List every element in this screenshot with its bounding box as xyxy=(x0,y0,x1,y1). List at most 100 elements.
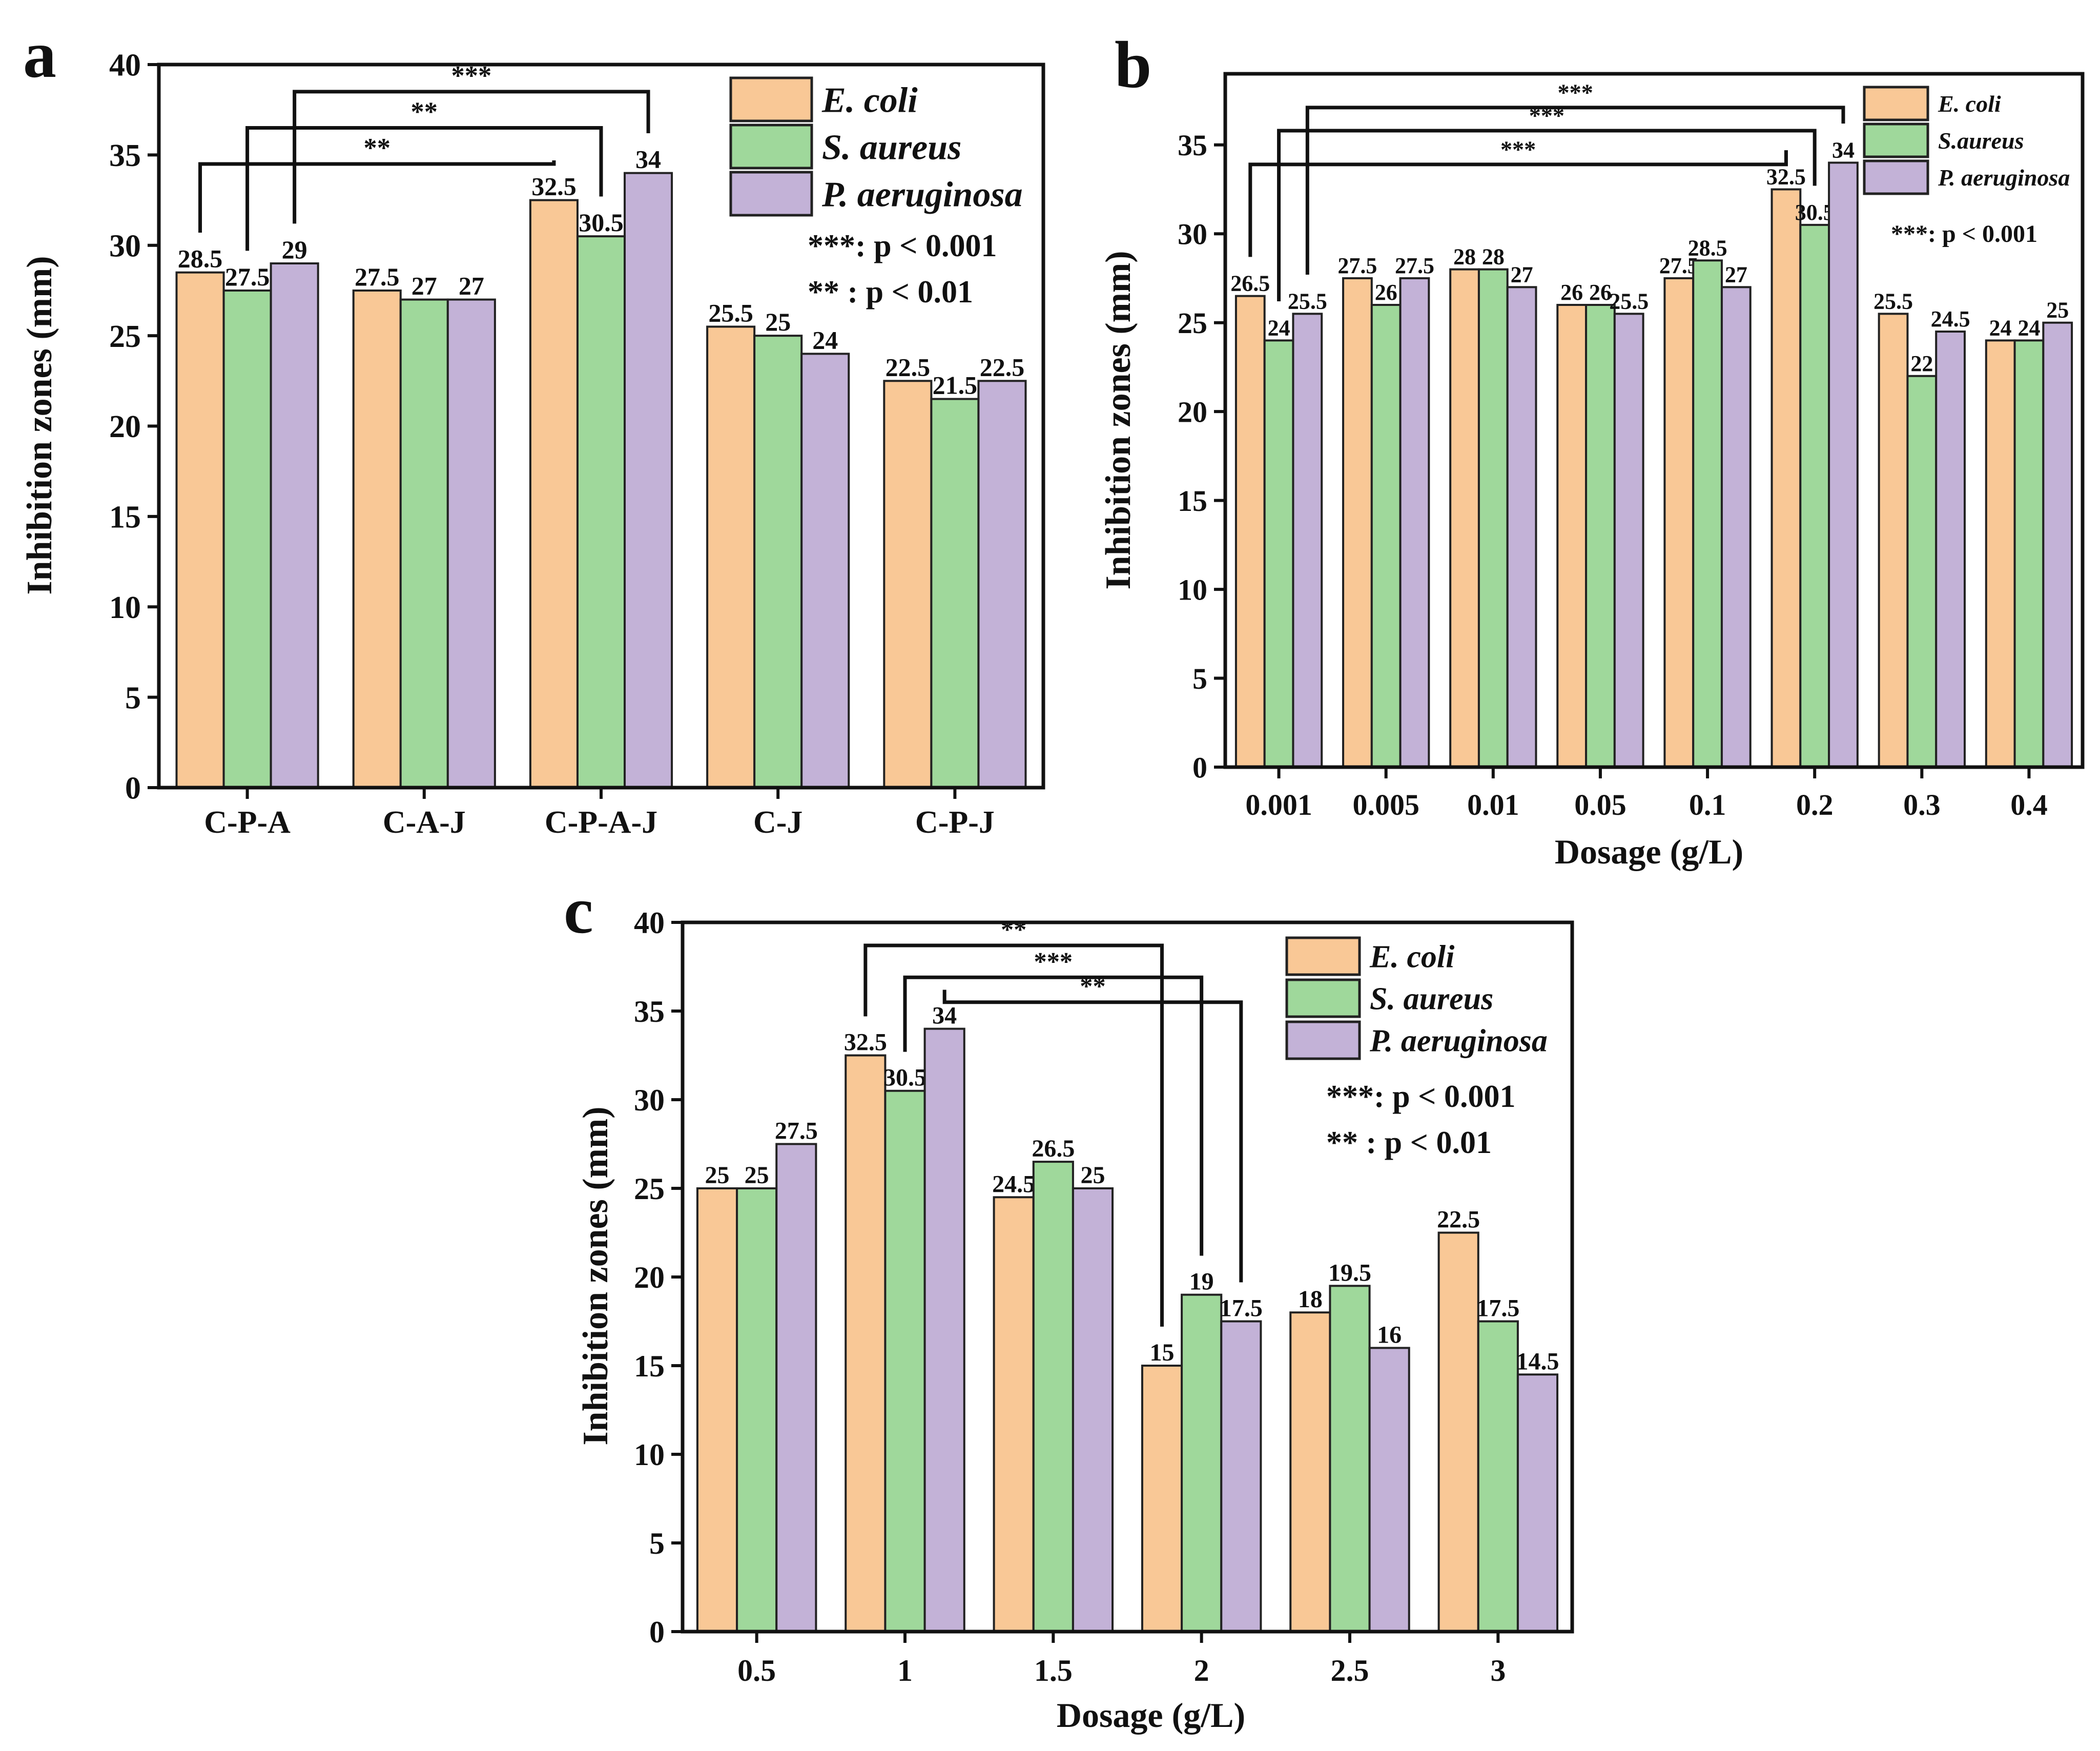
x-tick-label: 3 xyxy=(1490,1654,1506,1687)
value-label: 28 xyxy=(1482,244,1505,270)
x-tick-label: 2.5 xyxy=(1331,1654,1369,1687)
y-tick-label: 35 xyxy=(109,138,141,173)
value-label: 22.5 xyxy=(886,353,931,381)
bar-s-aureus xyxy=(1692,259,1723,768)
x-tick-label: C-P-A xyxy=(204,805,291,840)
y-tick-label: 30 xyxy=(109,229,141,263)
p-value-note: ** : p < 0.01 xyxy=(1326,1125,1492,1160)
value-label: 21.5 xyxy=(933,371,978,400)
x-tick-label: C-P-A-J xyxy=(545,805,657,840)
value-label: 27 xyxy=(1511,262,1533,287)
y-tick-label: 35 xyxy=(1178,129,1207,162)
value-label: 17.5 xyxy=(1220,1295,1263,1322)
y-tick-label: 20 xyxy=(109,409,141,444)
bar-p-aeruginosa xyxy=(270,262,319,789)
significance-label: *** xyxy=(1558,79,1593,106)
value-label: 27.5 xyxy=(355,262,400,291)
legend-label-s-aureus: S.aureus xyxy=(1938,128,2024,154)
x-tick-label: C-A-J xyxy=(383,805,466,840)
bar-p-aeruginosa xyxy=(1072,1187,1114,1633)
value-label: 27 xyxy=(1725,262,1747,287)
value-label: 26 xyxy=(1589,280,1612,305)
x-tick-label: 0.5 xyxy=(737,1654,776,1687)
bar-e-coli xyxy=(1342,277,1373,768)
significance-bracket xyxy=(1277,129,1817,302)
bar-e-coli xyxy=(883,380,933,789)
bar-e-coli xyxy=(352,289,402,789)
p-value-note: ***: p < 0.001 xyxy=(1326,1079,1515,1114)
value-label: 25 xyxy=(765,307,791,336)
y-axis-title: Inhibition zones (mm) xyxy=(576,1106,615,1445)
legend-label-p-aeruginosa: P. aeruginosa xyxy=(1369,1024,1548,1059)
value-label: 28.5 xyxy=(178,244,223,273)
value-label: 25.5 xyxy=(1609,289,1649,314)
bar-p-aeruginosa xyxy=(1292,313,1323,768)
significance-bracket xyxy=(863,943,1164,1327)
bar-e-coli xyxy=(993,1196,1035,1633)
bar-p-aeruginosa xyxy=(1399,277,1430,768)
y-tick-label: 10 xyxy=(634,1438,665,1472)
value-label: 19 xyxy=(1189,1268,1214,1295)
legend-swatch-e-coli xyxy=(1285,936,1361,976)
x-tick-label: 0.1 xyxy=(1689,788,1726,821)
value-label: 30.5 xyxy=(579,208,624,237)
legend-label-p-aeruginosa: P. aeruginosa xyxy=(821,175,1023,215)
value-label: 34 xyxy=(932,1002,957,1029)
bar-e-coli xyxy=(1663,277,1695,768)
y-tick-label: 30 xyxy=(1178,218,1207,251)
legend-label-e-coli: E. coli xyxy=(1369,940,1454,975)
bar-e-coli xyxy=(529,199,579,789)
bar-p-aeruginosa xyxy=(1828,161,1859,768)
value-label: 14.5 xyxy=(1516,1348,1559,1375)
legend-label-e-coli: E. coli xyxy=(1938,91,2001,117)
bar-e-coli xyxy=(1556,304,1588,768)
legend-swatch-e-coli xyxy=(729,76,813,122)
x-tick-label: 0.2 xyxy=(1796,788,1834,821)
bar-p-aeruginosa xyxy=(1368,1347,1410,1633)
legend-swatch-e-coli xyxy=(1863,86,1929,121)
bar-e-coli xyxy=(706,325,756,789)
x-tick-label: 0.05 xyxy=(1574,788,1627,821)
value-label: 22.5 xyxy=(1437,1206,1480,1233)
p-value-note: ***: p < 0.001 xyxy=(1891,220,2037,248)
value-label: 27.5 xyxy=(225,262,270,291)
value-label: 25 xyxy=(745,1162,769,1189)
panel-a: a28.527.532.525.522.527.5 2730.52521.5292… xyxy=(20,18,1045,840)
legend-swatch-p-aeruginosa xyxy=(1285,1020,1361,1060)
bar-s-aureus xyxy=(1585,304,1616,768)
x-tick-label: 0.4 xyxy=(2010,788,2048,821)
bar-p-aeruginosa xyxy=(446,298,496,789)
y-tick-label: 5 xyxy=(1192,662,1207,695)
value-label: 27.5 xyxy=(1395,253,1434,278)
value-label: 19.5 xyxy=(1328,1259,1371,1286)
significance-bracket xyxy=(1248,150,1788,257)
bar-s-aureus xyxy=(1329,1285,1371,1633)
y-tick-label: 0 xyxy=(1192,751,1207,784)
bar-s-aureus xyxy=(222,289,272,789)
bar-p-aeruginosa xyxy=(1720,286,1752,768)
bar-e-coli xyxy=(1141,1365,1183,1633)
value-label: 16 xyxy=(1377,1321,1402,1348)
y-tick-label: 5 xyxy=(649,1527,665,1560)
significance-label: ** xyxy=(1080,972,1105,1001)
legend-label-e-coli: E. coli xyxy=(821,81,918,120)
value-label: 18 xyxy=(1298,1286,1323,1313)
significance-bracket xyxy=(198,160,556,233)
bar-p-aeruginosa xyxy=(977,380,1027,789)
y-tick-label: 15 xyxy=(634,1349,665,1383)
value-label: 32.5 xyxy=(531,172,577,201)
bar-e-coli xyxy=(845,1054,887,1633)
bar-p-aeruginosa xyxy=(1506,286,1537,768)
value-label: 22 xyxy=(1910,351,1933,376)
value-label: 27.5 xyxy=(1659,253,1699,278)
bar-s-aureus xyxy=(1906,375,1938,768)
bar-s-aureus xyxy=(884,1089,926,1633)
value-label: 24 xyxy=(1268,315,1290,340)
value-label: 32.5 xyxy=(1766,164,1806,190)
x-tick-label: C-P-J xyxy=(915,805,995,840)
significance-bracket xyxy=(1305,106,1845,275)
y-tick-label: 40 xyxy=(634,906,665,940)
x-axis-title: Dosage (g/L) xyxy=(1057,1696,1245,1735)
